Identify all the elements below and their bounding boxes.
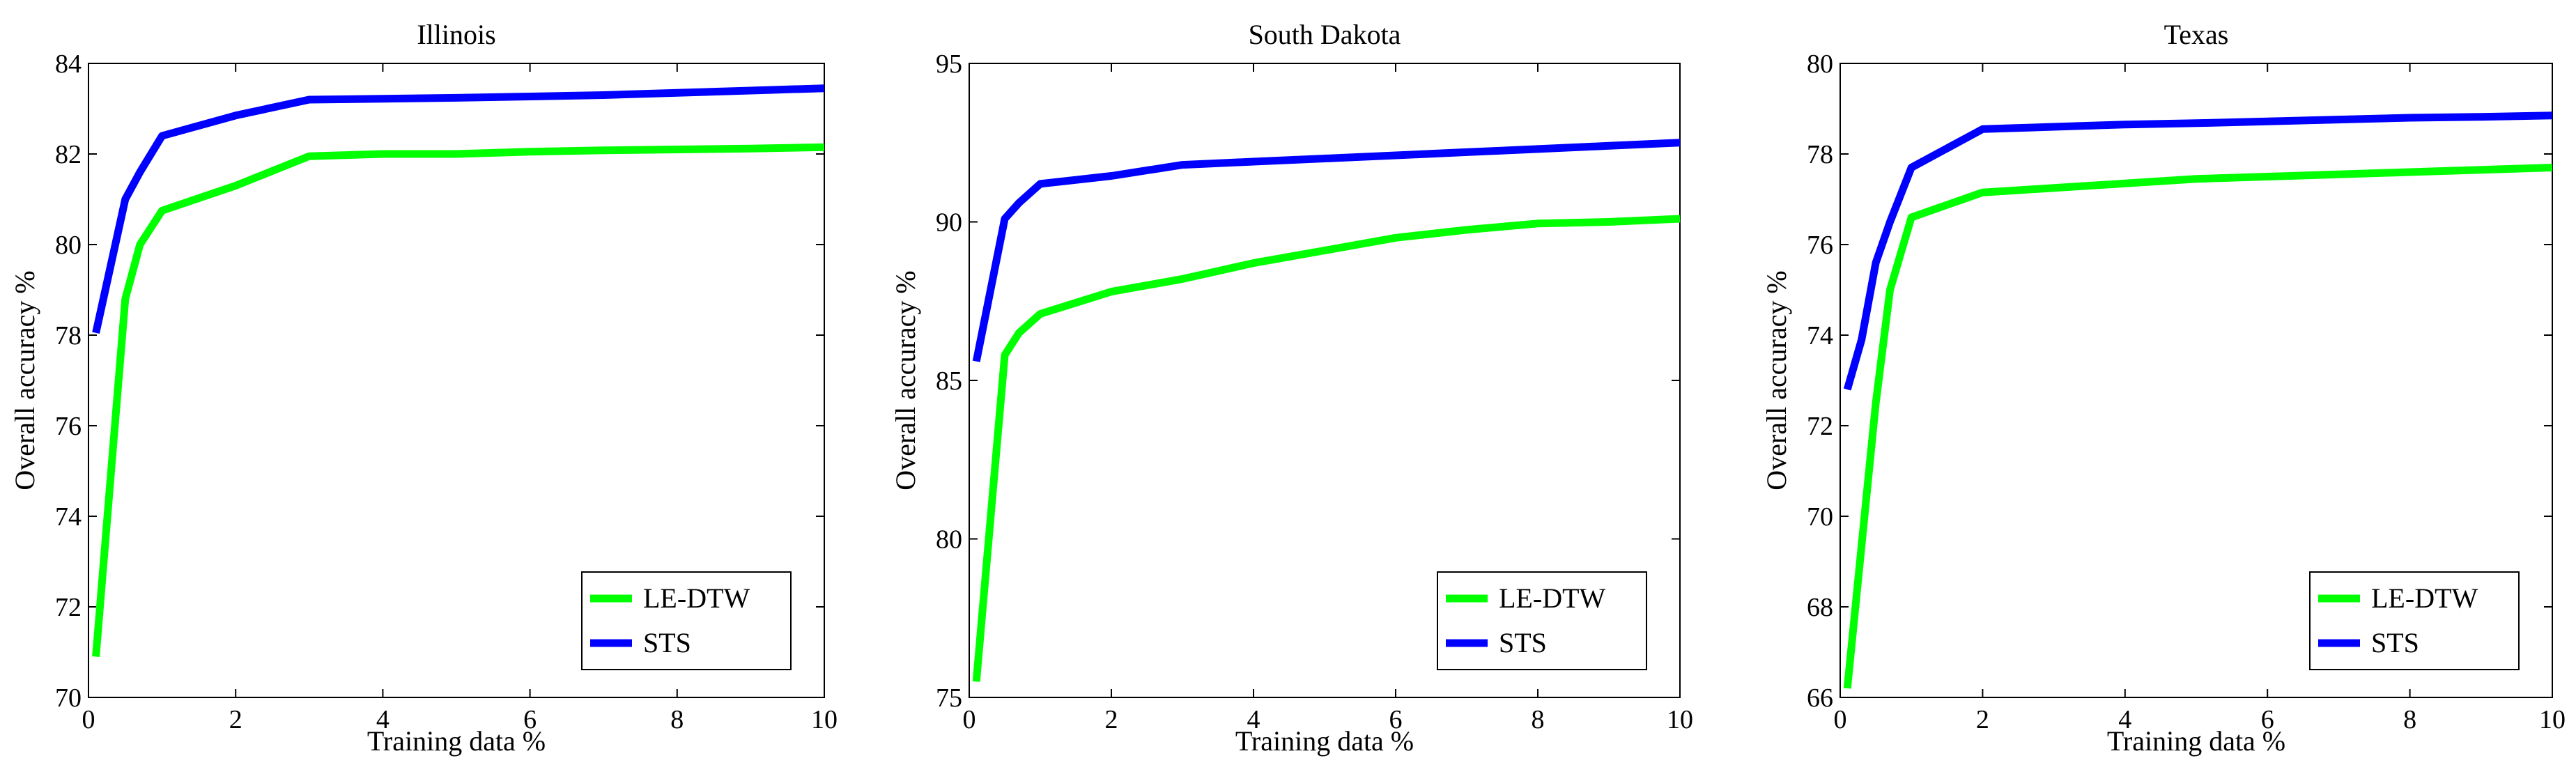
x-tick-label: 10 (2539, 705, 2566, 734)
series-line-sts (92, 84, 825, 334)
x-tick-label: 2 (229, 705, 242, 734)
y-axis-label: Overall accuracy % (1761, 270, 1792, 490)
chart-title: Texas (2164, 19, 2229, 50)
y-tick-label: 74 (1807, 321, 1833, 350)
x-tick-label: 2 (1105, 705, 1118, 734)
x-axis-label: Training data % (2107, 725, 2285, 757)
y-tick-label: 75 (936, 683, 962, 713)
y-axis-label: Overall accuracy % (890, 270, 921, 490)
x-tick-label: 4 (1247, 705, 1260, 734)
series-line-le-dtw (972, 215, 1681, 682)
y-tick-label: 70 (1807, 502, 1833, 532)
x-axis-label: Training data % (367, 725, 546, 757)
series-line-sts (1843, 111, 2553, 391)
y-tick-label: 72 (55, 593, 82, 622)
y-tick-label: 68 (1807, 593, 1833, 622)
x-tick-label: 8 (2403, 705, 2416, 734)
x-tick-label: 6 (1389, 705, 1403, 734)
legend-label: LE-DTW (2371, 582, 2478, 614)
legend: LE-DTW STS (581, 571, 792, 670)
y-tick-label: 95 (936, 49, 962, 79)
x-tick-label: 6 (523, 705, 537, 734)
y-tick-label: 80 (1807, 49, 1833, 79)
x-axis-label: Training data % (1235, 725, 1414, 757)
chart-panel-0: 0 2 4 6 8 10 70 72 74 76 78 80 82 84 Illinois Training … (9, 19, 838, 757)
x-tick-label: 10 (811, 705, 838, 734)
y-tick-label: 76 (1807, 231, 1833, 260)
x-tick-label: 0 (963, 705, 976, 734)
series-line-le-dtw (1843, 164, 2553, 689)
legend-label: LE-DTW (1499, 582, 1606, 614)
y-tick-label: 80 (936, 525, 962, 555)
y-tick-label: 74 (55, 502, 82, 532)
y-tick-label: 70 (55, 683, 82, 713)
y-tick-label: 82 (55, 140, 82, 169)
legend-label: LE-DTW (643, 582, 750, 614)
x-tick-label: 0 (82, 705, 95, 734)
y-axis-label: Overall accuracy % (9, 270, 40, 490)
series-line-sts (972, 139, 1681, 362)
x-tick-label: 4 (2118, 705, 2131, 734)
x-tick-label: 6 (2261, 705, 2274, 734)
y-tick-label: 72 (1807, 412, 1833, 441)
chart-title: Illinois (417, 19, 495, 50)
x-tick-label: 2 (1976, 705, 1989, 734)
legend-label: STS (643, 627, 691, 658)
legend-box (2309, 571, 2520, 670)
y-tick-label: 78 (55, 321, 82, 350)
legend: LE-DTW STS (1437, 571, 1647, 670)
legend-label: STS (2371, 627, 2419, 658)
x-tick-label: 0 (1834, 705, 1847, 734)
legend-box (1437, 571, 1647, 670)
legend-box (581, 571, 792, 670)
y-tick-label: 80 (55, 231, 82, 260)
x-tick-label: 8 (1532, 705, 1545, 734)
y-tick-label: 90 (936, 208, 962, 238)
series-line-le-dtw (92, 143, 825, 657)
x-tick-label: 8 (670, 705, 684, 734)
y-tick-label: 85 (936, 366, 962, 396)
y-tick-label: 84 (55, 49, 82, 79)
x-tick-label: 4 (376, 705, 390, 734)
y-tick-label: 76 (55, 412, 82, 441)
legend: LE-DTW STS (2309, 571, 2520, 670)
legend-label: STS (1499, 627, 1547, 658)
y-tick-label: 78 (1807, 140, 1833, 169)
chart-title: South Dakota (1249, 19, 1401, 50)
x-tick-label: 10 (1667, 705, 1693, 734)
chart-panel-1: 0 2 4 6 8 10 75 80 85 90 95 South Dakota Training da… (890, 19, 1693, 757)
y-tick-label: 66 (1807, 683, 1833, 713)
